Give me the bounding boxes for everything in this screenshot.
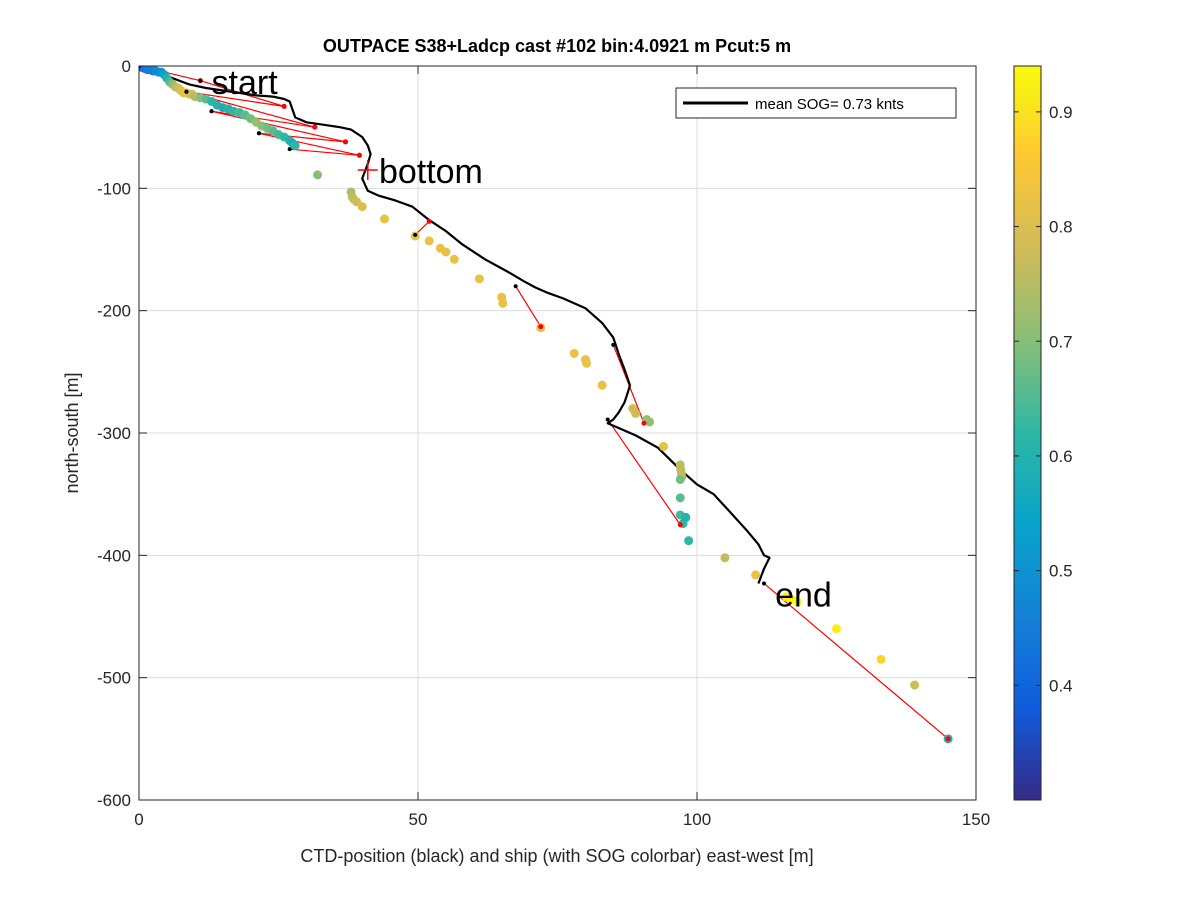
y-tick-label: 0 bbox=[122, 57, 131, 76]
legend: mean SOG= 0.73 knts bbox=[675, 87, 957, 119]
ship-marker bbox=[611, 342, 616, 347]
y-tick-label: -600 bbox=[97, 791, 131, 810]
annotation-end: end bbox=[775, 576, 832, 614]
y-axis-label: north-south [m] bbox=[62, 372, 82, 493]
y-tick-label: -200 bbox=[97, 302, 131, 321]
ship-point bbox=[681, 512, 691, 522]
red-markers bbox=[139, 66, 951, 742]
ship-point bbox=[910, 680, 920, 690]
colorbar: 0.4 0.5 0.6 0.7 0.8 0.9 bbox=[1013, 65, 1073, 801]
ship-point bbox=[474, 274, 484, 284]
ctd-marker bbox=[426, 218, 432, 224]
colorbar-gradient bbox=[1013, 65, 1042, 801]
x-axis-label: CTD-position (black) and ship (with SOG … bbox=[300, 846, 813, 866]
ctd-marker bbox=[342, 139, 348, 145]
connector-line bbox=[211, 110, 346, 143]
ship-point bbox=[659, 441, 669, 451]
ship-marker bbox=[287, 147, 292, 152]
connector-line bbox=[607, 419, 681, 526]
connector-line bbox=[289, 148, 360, 156]
ship-marker bbox=[413, 232, 418, 237]
chart-title: OUTPACE S38+Ladcp cast #102 bin:4.0921 m… bbox=[323, 36, 791, 56]
colorbar-tick-label: 0.4 bbox=[1049, 676, 1073, 695]
ship-marker bbox=[513, 284, 518, 289]
ship-point bbox=[380, 214, 390, 224]
ship-point bbox=[357, 202, 367, 212]
ship-point bbox=[720, 553, 730, 563]
ship-point bbox=[675, 474, 685, 484]
colorbar-tick-label: 0.8 bbox=[1049, 218, 1073, 237]
legend-label: mean SOG= 0.73 knts bbox=[755, 96, 904, 113]
ship-marker bbox=[198, 78, 203, 83]
ship-marker bbox=[209, 109, 214, 114]
x-tick-label: 50 bbox=[409, 810, 428, 829]
ctd-marker bbox=[312, 124, 318, 130]
y-tick-label: -400 bbox=[97, 546, 131, 565]
ctd-marker bbox=[538, 324, 544, 330]
ship-point bbox=[645, 417, 655, 427]
ctd-marker bbox=[281, 103, 287, 109]
ship-marker bbox=[184, 89, 189, 94]
y-tick-label: -300 bbox=[97, 424, 131, 443]
ship-point bbox=[631, 408, 641, 418]
ship-point bbox=[313, 170, 323, 180]
annotation-start: start bbox=[212, 64, 279, 102]
x-tick-label: 0 bbox=[134, 810, 143, 829]
ctd-marker bbox=[356, 152, 362, 158]
ship-point bbox=[582, 358, 592, 368]
ship-point bbox=[832, 624, 841, 634]
connector-line bbox=[211, 110, 315, 128]
ctd-marker bbox=[677, 522, 683, 528]
x-axis-ticks: 0 50 100 150 bbox=[134, 66, 990, 829]
ship-point bbox=[597, 380, 607, 390]
ctd-marker bbox=[945, 736, 951, 742]
colorbar-tick-label: 0.7 bbox=[1049, 332, 1073, 351]
ctd-marker bbox=[641, 420, 647, 426]
y-tick-label: -100 bbox=[97, 179, 131, 198]
x-tick-label: 100 bbox=[683, 810, 711, 829]
ship-point bbox=[498, 298, 508, 308]
grid-lines bbox=[139, 66, 976, 800]
y-axis-ticks: -600 -500 -400 -300 -200 -100 0 bbox=[97, 57, 976, 810]
ship-point bbox=[684, 536, 694, 546]
ship-point bbox=[441, 247, 451, 257]
colorbar-tick-label: 0.5 bbox=[1049, 562, 1073, 581]
colorbar-ticks: 0.4 0.5 0.6 0.7 0.8 0.9 bbox=[1014, 103, 1073, 695]
x-tick-label: 150 bbox=[962, 810, 990, 829]
ship-point bbox=[569, 348, 579, 358]
annotations: start bottom end bbox=[212, 64, 832, 615]
connector-line bbox=[763, 583, 949, 740]
ctd-line bbox=[139, 66, 771, 584]
ship-marker bbox=[761, 581, 766, 586]
annotation-bottom: bottom bbox=[379, 153, 483, 191]
ship-point bbox=[449, 254, 459, 264]
ship-point bbox=[675, 493, 685, 503]
ship-point bbox=[792, 597, 802, 607]
colorbar-tick-label: 0.6 bbox=[1049, 447, 1073, 466]
ship-point bbox=[751, 570, 761, 580]
colorbar-tick-label: 0.9 bbox=[1049, 103, 1073, 122]
ship-point bbox=[876, 654, 886, 664]
y-tick-label: -500 bbox=[97, 669, 131, 688]
ship-point bbox=[424, 236, 434, 246]
ship-marker bbox=[256, 131, 261, 136]
ship-marker bbox=[605, 417, 610, 422]
connector-line bbox=[515, 285, 542, 327]
ship-point bbox=[290, 141, 300, 151]
ctd-track bbox=[139, 66, 771, 584]
